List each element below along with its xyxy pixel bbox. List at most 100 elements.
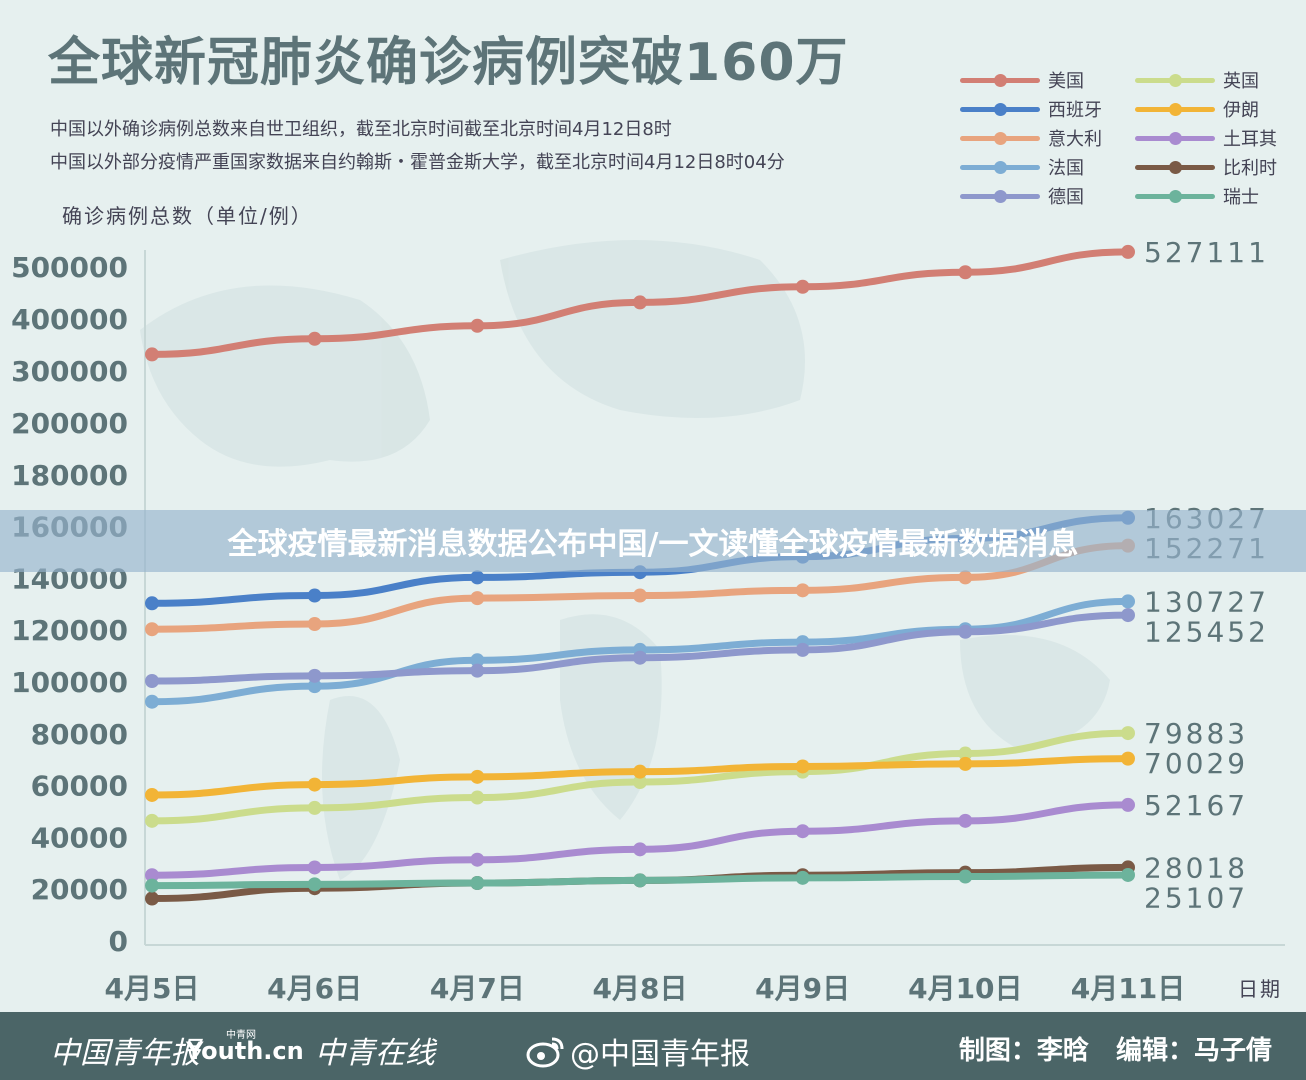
y-tick-label: 80000: [31, 718, 128, 751]
data-point: [633, 650, 647, 665]
y-tick-label: 100000: [11, 666, 128, 699]
data-point: [470, 852, 485, 867]
legend-item-瑞士: 瑞士: [1135, 182, 1259, 210]
data-point: [145, 596, 159, 611]
legend-swatch: [960, 73, 1040, 87]
data-point: [307, 668, 322, 683]
y-tick-label: 0: [109, 925, 128, 958]
data-point: [307, 777, 322, 792]
end-value-label: 125452: [1144, 615, 1269, 648]
data-point: [633, 873, 647, 888]
y-tick-label: 300000: [11, 355, 128, 388]
legend-label: 意大利: [1048, 129, 1102, 150]
legend-item-土耳其: 土耳其: [1135, 124, 1277, 152]
data-point: [795, 824, 810, 839]
brand-logo-cyd: 中国青年报: [50, 1036, 200, 1071]
data-point: [958, 746, 973, 761]
data-point: [470, 790, 485, 805]
data-point: [307, 860, 322, 875]
credits: 制图：李晗 编辑：马子倩: [958, 1036, 1272, 1066]
legend-label: 英国: [1223, 71, 1259, 92]
legend-swatch: [960, 189, 1040, 203]
data-point: [1121, 867, 1135, 882]
series-美国: [145, 244, 1135, 362]
data-point: [145, 813, 159, 828]
x-tick-label: 4月8日: [593, 972, 688, 1005]
data-point: [145, 787, 159, 802]
legend-label: 土耳其: [1223, 129, 1277, 150]
y-axis-label: 确诊病例总数（单位/例）: [62, 204, 313, 228]
y-tick-label: 20000: [31, 873, 128, 906]
chart-title: 全球新冠肺炎确诊病例突破160万: [48, 33, 849, 93]
end-value-label: 79883: [1144, 717, 1248, 750]
data-point: [307, 800, 322, 815]
data-point: [145, 674, 159, 688]
legend-item-意大利: 意大利: [960, 124, 1102, 152]
data-point: [470, 318, 485, 333]
weibo-icon: [526, 1037, 564, 1068]
x-tick-label: 4月5日: [105, 972, 200, 1005]
data-point: [145, 891, 159, 906]
series-伊朗: [145, 751, 1135, 802]
series-line: [148, 801, 1132, 879]
x-tick-label: 4月11日: [1071, 972, 1185, 1005]
legend-item-美国: 美国: [960, 66, 1084, 94]
x-tick-label: 4月7日: [430, 972, 525, 1005]
legend-item-法国: 法国: [960, 153, 1084, 181]
legend-swatch: [1135, 73, 1215, 87]
data-point: [145, 868, 159, 883]
legend-item-西班牙: 西班牙: [960, 95, 1102, 123]
legend-label: 美国: [1048, 71, 1084, 92]
legend-swatch: [960, 131, 1040, 145]
data-point: [307, 679, 322, 694]
y-tick-label: 60000: [31, 770, 128, 803]
y-tick-label: 500000: [11, 251, 128, 284]
data-point: [1121, 797, 1135, 812]
data-point: [633, 775, 647, 790]
legend-item-英国: 英国: [1135, 66, 1259, 94]
data-point: [633, 588, 647, 603]
legend-item-比利时: 比利时: [1135, 153, 1277, 181]
end-value-label: 28018: [1144, 851, 1248, 884]
data-point: [958, 624, 973, 639]
weibo-handle: @中国青年报: [526, 1029, 750, 1073]
y-tick-label: 40000: [31, 821, 128, 854]
legend-swatch: [1135, 189, 1215, 203]
data-point: [1121, 751, 1135, 766]
legend-label: 西班牙: [1048, 100, 1102, 121]
data-point: [470, 769, 485, 784]
brand-logo-youthcn: 中青网 Youth.cn: [186, 1026, 304, 1065]
data-point: [958, 813, 973, 828]
data-point: [633, 842, 647, 857]
legend-swatch: [1135, 131, 1215, 145]
legend-swatch: [1135, 102, 1215, 116]
data-point: [958, 265, 973, 280]
data-point: [307, 588, 322, 603]
legend-label: 德国: [1048, 187, 1084, 208]
data-point: [795, 583, 810, 598]
legend-swatch: [1135, 160, 1215, 174]
y-tick-label: 200000: [11, 407, 128, 440]
legend-swatch: [960, 160, 1040, 174]
legend-label: 瑞士: [1223, 187, 1259, 208]
x-tick-label: 4月9日: [755, 972, 850, 1005]
data-point: [470, 653, 485, 668]
data-point: [470, 663, 485, 678]
data-point: [958, 570, 973, 585]
data-point: [470, 591, 485, 606]
subtitle-source-who: 中国以外确诊病例总数来自世卫组织，截至北京时间截至北京时间4月12日8时: [50, 119, 672, 140]
legend-item-伊朗: 伊朗: [1135, 95, 1259, 123]
data-point: [795, 642, 810, 657]
x-axis-label: 日期: [1238, 977, 1282, 1001]
series-德国: [145, 608, 1135, 688]
x-tick-label: 4月10日: [908, 972, 1022, 1005]
legend-item-德国: 德国: [960, 182, 1084, 210]
data-point: [470, 876, 485, 891]
legend-label: 法国: [1048, 158, 1084, 179]
data-point: [633, 764, 647, 779]
world-map-background: [140, 240, 1110, 880]
data-point: [145, 694, 159, 709]
end-value-label: 52167: [1144, 789, 1248, 822]
end-value-label: 70029: [1144, 747, 1248, 780]
